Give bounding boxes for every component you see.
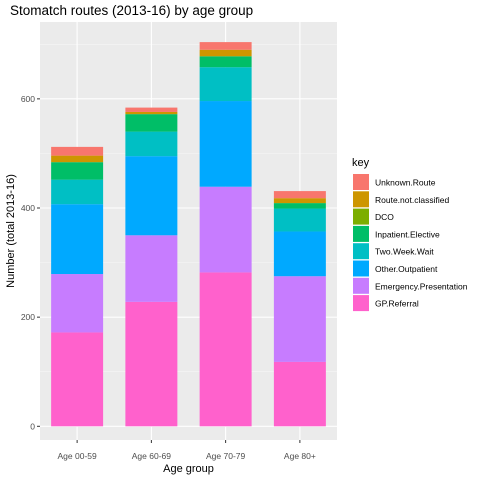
bar-segment [199, 186, 252, 273]
legend-swatch [353, 225, 369, 242]
legend-label: Two.Week.Wait [375, 247, 434, 257]
y-tick-label: 400 [21, 203, 35, 213]
legend: key Unknown.Route Route.not.classified DCO… [352, 157, 468, 312]
bar-segment [51, 179, 104, 205]
bar-segment [51, 332, 104, 427]
x-tick-label: Age 60-69 [132, 451, 171, 461]
axes: 0 200 400 600 Age 00-59 Age 60-69 Age 70-79 Age… [21, 94, 316, 461]
bar-segment [273, 198, 326, 204]
bar-segment [199, 42, 252, 50]
bar-segment [199, 101, 252, 187]
chart-title: Stomatch routes (2013-16) by age group [10, 3, 253, 18]
legend-label: Route.not.classified [375, 195, 449, 205]
y-tick-label: 600 [21, 94, 35, 104]
bar-segment [199, 67, 252, 102]
legend-label: Unknown.Route [375, 178, 436, 188]
bar-segment [51, 162, 104, 180]
bar-segment [199, 49, 252, 57]
y-tick-label: 200 [21, 312, 35, 322]
bar-segment [125, 235, 178, 302]
x-axis-title: Age group [163, 463, 214, 475]
bar-segment [273, 203, 326, 209]
bar-segment [51, 274, 104, 333]
legend-swatch [353, 174, 369, 190]
legend-label: Other.Outpatient [375, 264, 438, 274]
y-tick-label: 0 [30, 421, 35, 431]
legend-swatch [353, 191, 369, 208]
legend-label: Emergency.Presentation [375, 281, 468, 291]
legend-swatch [353, 243, 369, 260]
bar-segment [51, 155, 104, 163]
bar-segment [125, 111, 178, 115]
bar-segment [273, 276, 326, 362]
legend-label: GP.Referral [375, 299, 419, 309]
bar-segment [199, 272, 252, 427]
x-tick-label: Age 70-79 [206, 451, 245, 461]
x-tick-label: Age 00-59 [58, 451, 97, 461]
bar-segment [125, 156, 178, 236]
bars [51, 42, 326, 427]
legend-title: key [352, 157, 370, 169]
bar-segment [273, 361, 326, 427]
bar-segment [273, 208, 326, 232]
bar-segment [199, 56, 252, 68]
bar-segment [125, 114, 178, 132]
bar-segment [125, 107, 178, 112]
x-tick-label: Age 80+ [284, 451, 316, 461]
bar-segment [51, 146, 104, 156]
bar-segment [273, 231, 326, 277]
legend-label: Inpatient.Elective [375, 229, 440, 239]
bar-segment [51, 204, 104, 275]
legend-swatch [353, 260, 369, 277]
legend-swatch [353, 277, 369, 294]
legend-swatch [353, 208, 369, 225]
legend-label: DCO [375, 212, 394, 222]
bar-segment [125, 131, 178, 157]
y-axis-title: Number (total 2013-16) [5, 174, 17, 288]
bar-segment [125, 301, 178, 427]
legend-swatch [353, 295, 369, 312]
bar-segment [273, 191, 326, 199]
